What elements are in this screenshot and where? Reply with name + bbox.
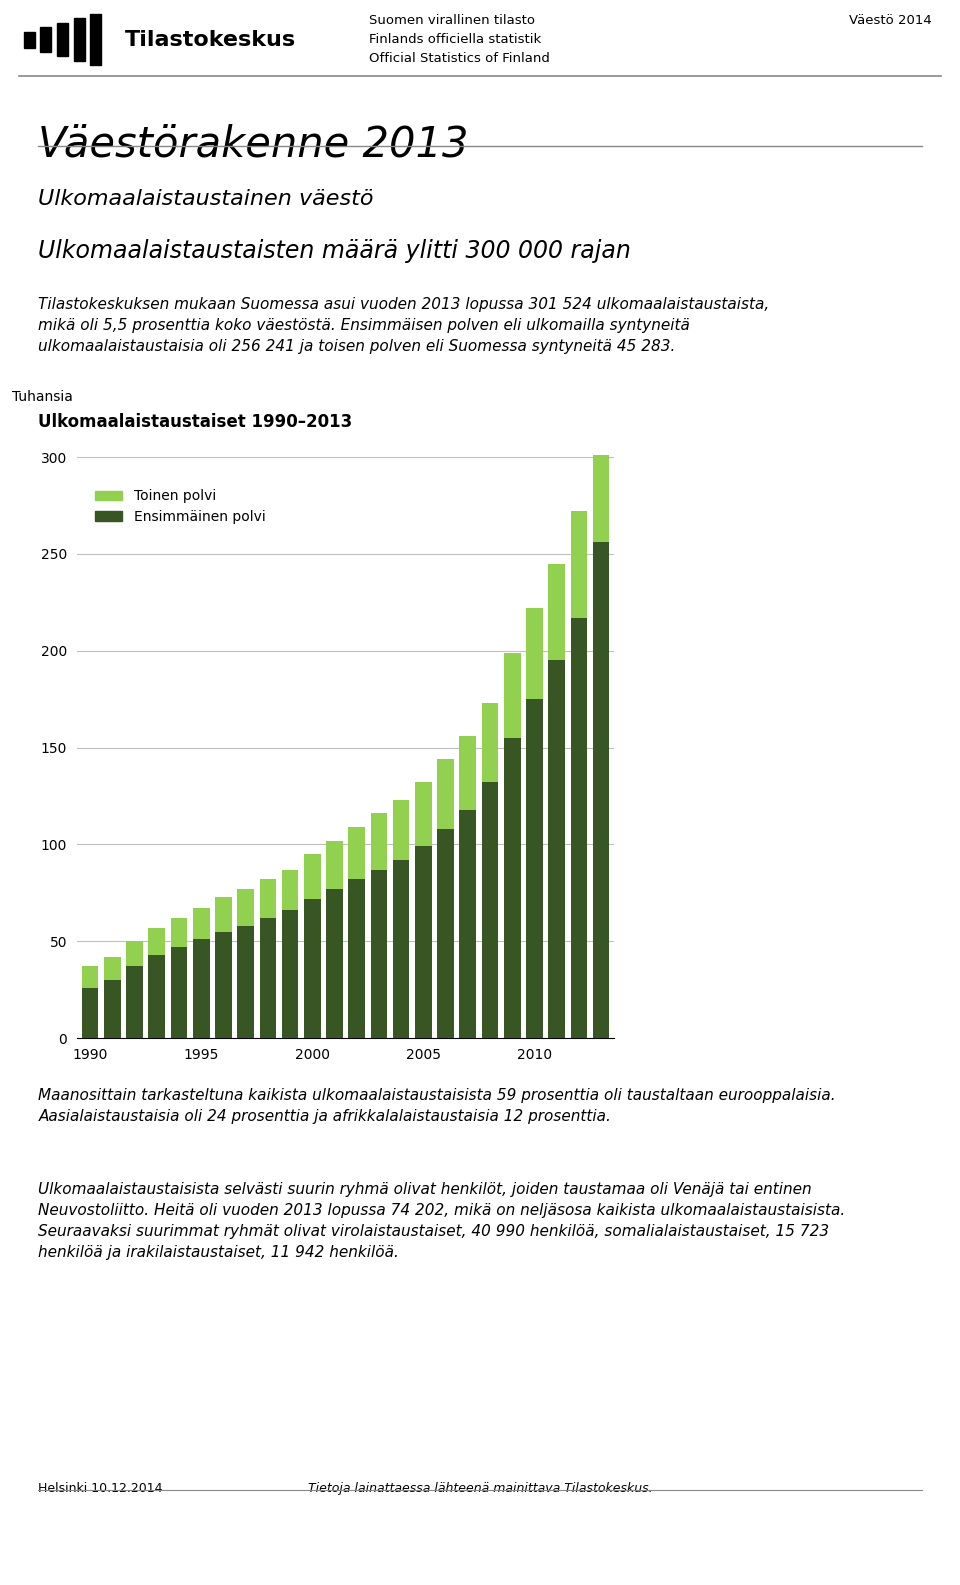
Bar: [82, 967, 99, 987]
Text: Tietoja lainattaessa lähteenä mainittava Tilastokeskus.: Tietoja lainattaessa lähteenä mainittava…: [308, 1482, 652, 1495]
Bar: [237, 926, 254, 1038]
Bar: [304, 854, 321, 899]
Bar: [548, 564, 565, 661]
Bar: [104, 980, 121, 1038]
Bar: [460, 810, 476, 1038]
Bar: [326, 889, 343, 1038]
Bar: [348, 880, 365, 1038]
Bar: [57, 22, 68, 57]
Bar: [281, 910, 299, 1038]
Bar: [526, 609, 542, 699]
Bar: [570, 618, 588, 1038]
Bar: [504, 739, 520, 1038]
Bar: [259, 880, 276, 918]
Bar: [570, 512, 588, 618]
Bar: [281, 870, 299, 910]
Text: Tilastokeskus: Tilastokeskus: [125, 30, 297, 49]
Bar: [437, 759, 454, 829]
Bar: [592, 455, 610, 542]
Bar: [90, 14, 101, 65]
Bar: [149, 954, 165, 1038]
Bar: [415, 783, 432, 846]
Bar: [526, 699, 542, 1038]
Bar: [82, 987, 99, 1038]
Text: Helsinki 10.12.2014: Helsinki 10.12.2014: [38, 1482, 163, 1495]
Bar: [548, 661, 565, 1038]
Text: Finlands officiella statistik: Finlands officiella statistik: [370, 33, 541, 46]
Bar: [74, 19, 84, 60]
Bar: [24, 32, 35, 48]
Bar: [215, 897, 231, 932]
Text: Official Statistics of Finland: Official Statistics of Finland: [370, 52, 550, 65]
Bar: [326, 840, 343, 889]
Bar: [482, 704, 498, 783]
Text: Väestörakenne 2013: Väestörakenne 2013: [38, 124, 468, 165]
Bar: [482, 783, 498, 1038]
Bar: [193, 940, 209, 1038]
Bar: [104, 957, 121, 980]
Legend: Toinen polvi, Ensimmäinen polvi: Toinen polvi, Ensimmäinen polvi: [89, 483, 271, 529]
Text: Suomen virallinen tilasto: Suomen virallinen tilasto: [370, 14, 536, 27]
Text: Maanosittain tarkasteltuna kaikista ulkomaalaistaustaisista 59 prosenttia oli ta: Maanosittain tarkasteltuna kaikista ulko…: [38, 1087, 836, 1124]
Bar: [149, 927, 165, 954]
Bar: [460, 735, 476, 810]
Bar: [504, 653, 520, 739]
Text: Ulkomaalaistaustainen väestö: Ulkomaalaistaustainen väestö: [38, 189, 373, 209]
Bar: [171, 918, 187, 948]
Bar: [437, 829, 454, 1038]
Text: Tuhansia: Tuhansia: [12, 390, 73, 404]
Bar: [393, 861, 410, 1038]
Bar: [304, 899, 321, 1038]
Bar: [348, 827, 365, 880]
Bar: [371, 813, 387, 870]
Bar: [215, 932, 231, 1038]
Bar: [237, 889, 254, 926]
Text: Ulkomaalaistaustaisten määrä ylitti 300 000 rajan: Ulkomaalaistaustaisten määrä ylitti 300 …: [38, 239, 632, 263]
Bar: [592, 542, 610, 1038]
Bar: [193, 908, 209, 940]
Bar: [126, 941, 143, 967]
Text: Ulkomaalaistaustaiset 1990–2013: Ulkomaalaistaustaiset 1990–2013: [38, 414, 352, 431]
Bar: [259, 918, 276, 1038]
Text: Väestö 2014: Väestö 2014: [849, 14, 931, 27]
Bar: [171, 948, 187, 1038]
Bar: [40, 27, 52, 52]
Bar: [415, 846, 432, 1038]
Bar: [393, 800, 410, 861]
Bar: [371, 870, 387, 1038]
Text: Ulkomaalaistaustaisista selvästi suurin ryhmä olivat henkilöt, joiden taustamaa : Ulkomaalaistaustaisista selvästi suurin …: [38, 1182, 846, 1260]
Text: Tilastokeskuksen mukaan Suomessa asui vuoden 2013 lopussa 301 524 ulkomaalaistau: Tilastokeskuksen mukaan Suomessa asui vu…: [38, 298, 770, 355]
Bar: [126, 967, 143, 1038]
